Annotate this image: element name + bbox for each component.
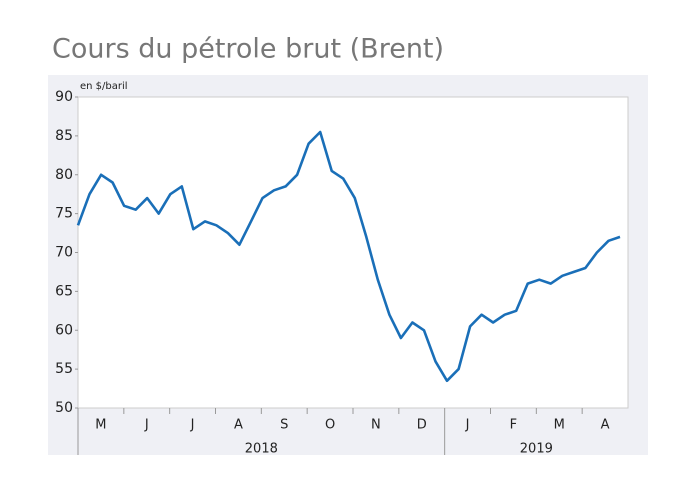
price-line [76,130,621,383]
x-tick-label: F [510,418,517,433]
chart-title: Cours du pétrole brut (Brent) [52,34,444,65]
y-tick-label: 65 [55,283,73,299]
y-tick-label: 70 [55,245,73,261]
y-tick-label: 60 [55,322,73,338]
year-label: 2019 [520,442,553,457]
x-tick-label: J [144,418,149,433]
x-tick-label: A [234,418,243,433]
y-tick-label: 90 [55,89,73,105]
x-tick-label: O [325,418,335,433]
x-tick-label: M [554,418,565,433]
x-tick-label: D [417,418,427,433]
y-tick-label: 55 [55,361,73,377]
plot-area [77,96,629,409]
x-tick-label: S [280,418,288,433]
y-axis-label: en $/baril [80,81,128,92]
y-tick-label: 50 [55,400,73,416]
x-tick-label: N [371,418,381,433]
x-tick-label: J [465,418,470,433]
y-tick-label: 75 [55,206,73,222]
x-tick-label: A [601,418,610,433]
y-tick-label: 80 [55,167,73,183]
x-tick-label: J [190,418,195,433]
year-label: 2018 [245,442,278,457]
x-tick-label: M [95,418,106,433]
y-tick-label: 85 [55,128,73,144]
